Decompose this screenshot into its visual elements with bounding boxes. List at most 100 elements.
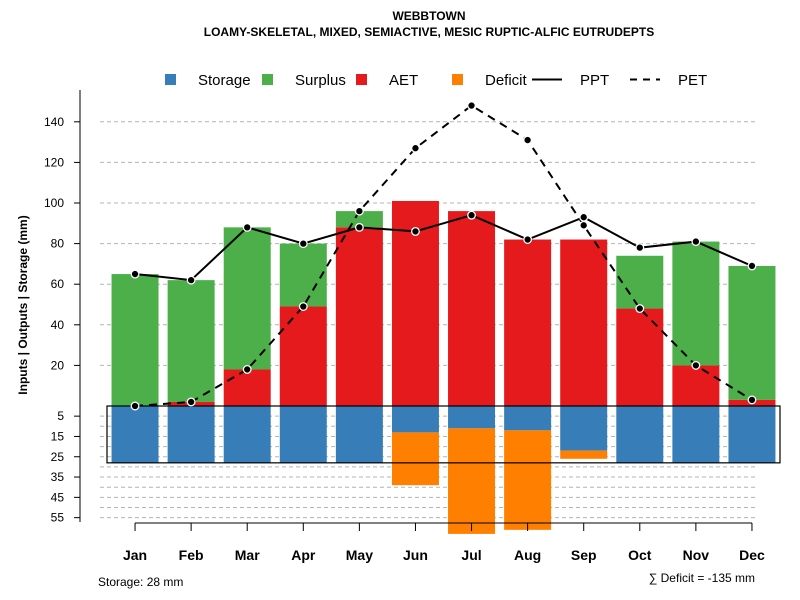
pet-point-oct [635, 304, 645, 314]
storage-bar-jun [391, 406, 439, 433]
y-tick-label-120: 120 [44, 155, 64, 169]
y-tick-label-35: 35 [51, 470, 65, 484]
y-tick-label-15: 15 [51, 429, 65, 443]
storage-bar-sep [560, 406, 608, 451]
storage-bar-may [335, 406, 383, 463]
ppt-point-dec [747, 261, 757, 271]
surplus-bar-may [335, 211, 383, 228]
ppt-point-feb [186, 275, 196, 285]
aet-bar-apr [279, 306, 327, 406]
storage-bar-jul [448, 406, 496, 429]
deficit-bar-jun [391, 432, 439, 486]
storage-bar-mar [223, 406, 271, 463]
ppt-point-sep [579, 212, 589, 222]
ppt-point-apr [298, 239, 308, 249]
x-tick-label-jun: Jun [403, 547, 428, 563]
x-tick-label-jul: Jul [461, 547, 481, 563]
ppt-point-jun [411, 226, 420, 236]
legend-label-surplus: Surplus [295, 72, 346, 89]
ppt-point-oct [635, 243, 645, 253]
legend-swatch-deficit [452, 74, 463, 85]
ppt-point-aug [523, 235, 533, 244]
storage-bar-aug [504, 406, 552, 431]
deficit-footnote: ∑ Deficit = -135 mm [649, 571, 755, 585]
pet-point-jan [130, 401, 140, 411]
aet-bar-may [335, 227, 383, 406]
deficit-bar-sep [560, 450, 608, 459]
legend-label-deficit: Deficit [485, 72, 528, 89]
legend-label-ppt: PPT [580, 72, 609, 89]
lines [130, 101, 757, 411]
chart-title: WEBBTOWN [392, 9, 465, 23]
pet-point-feb [186, 397, 196, 407]
aet-bar-sep [560, 239, 608, 406]
aet-bar-oct [616, 308, 664, 406]
y-tick-label-80: 80 [51, 237, 65, 251]
aet-bar-jul [448, 211, 496, 406]
ppt-point-nov [691, 237, 701, 247]
ppt-point-jul [467, 210, 476, 220]
pet-point-apr [298, 302, 308, 311]
x-tick-label-jan: Jan [123, 547, 147, 563]
pet-line [134, 104, 753, 407]
ppt-point-jan [130, 269, 140, 279]
legend: Storage Surplus AET Deficit PPT PET [165, 72, 707, 89]
storage-capacity-box [106, 405, 781, 464]
storage-bar-feb [167, 406, 215, 463]
y-axis-label: Inputs | Outputs | Storage (mm) [16, 215, 30, 394]
surplus-bar-oct [616, 255, 664, 309]
x-tick-label-nov: Nov [683, 547, 710, 563]
storage-bar-oct [616, 406, 664, 463]
legend-swatch-aet [356, 74, 367, 85]
y-tick-label-40: 40 [51, 318, 65, 332]
y-tick-label-100: 100 [44, 196, 64, 210]
legend-label-storage: Storage [198, 72, 251, 89]
pet-point-aug [523, 135, 533, 145]
storage-bar-jan [111, 406, 159, 463]
axes: 20 40 60 80 100 120 140 5 15 25 35 45 55 Jan Feb Mar Apr… [44, 90, 765, 563]
y-tick-label-55: 55 [51, 511, 65, 525]
pet-point-sep [579, 220, 589, 230]
surplus-bar-feb [167, 280, 215, 402]
y-tick-label-45: 45 [51, 490, 65, 504]
aet-bar-mar [223, 369, 271, 406]
x-tick-label-sep: Sep [571, 547, 597, 563]
storage-bar-nov [672, 406, 720, 463]
x-tick-label-feb: Feb [179, 547, 204, 563]
x-tick-label-may: May [346, 547, 373, 563]
pet-point-dec [747, 395, 757, 405]
deficit-bar-jul [448, 428, 496, 534]
y-tick-label-60: 60 [51, 277, 65, 291]
pet-point-mar [242, 365, 252, 374]
surplus-bar-jan [111, 274, 159, 406]
surplus-bar-apr [279, 243, 327, 307]
y-tick-label-140: 140 [44, 115, 64, 129]
y-tick-label-5: 5 [57, 409, 64, 423]
y-tick-label-25: 25 [51, 450, 65, 464]
pet-point-may [354, 206, 364, 216]
x-tick-label-mar: Mar [235, 547, 260, 563]
pet-point-nov [691, 360, 701, 370]
bars [106, 200, 781, 534]
surplus-bar-nov [672, 241, 720, 366]
y-tick-label-20: 20 [51, 358, 65, 372]
legend-swatch-storage [165, 74, 176, 85]
ppt-line [134, 214, 753, 282]
ppt-point-mar [242, 222, 252, 232]
legend-label-pet: PET [678, 72, 707, 89]
surplus-bar-dec [728, 265, 776, 400]
chart-subtitle: LOAMY-SKELETAL, MIXED, SEMIACTIVE, MESIC… [204, 25, 654, 39]
pet-point-jul [467, 101, 476, 111]
legend-swatch-surplus [262, 74, 273, 85]
surplus-bar-mar [223, 227, 271, 370]
storage-bar-dec [728, 406, 776, 463]
storage-footnote: Storage: 28 mm [98, 575, 183, 589]
legend-label-aet: AET [389, 72, 418, 89]
x-tick-label-aug: Aug [514, 547, 541, 563]
x-tick-label-dec: Dec [739, 547, 765, 563]
deficit-bar-aug [504, 430, 552, 530]
pet-point-jun [411, 143, 420, 153]
storage-bar-apr [279, 406, 327, 463]
x-tick-label-apr: Apr [291, 547, 316, 563]
